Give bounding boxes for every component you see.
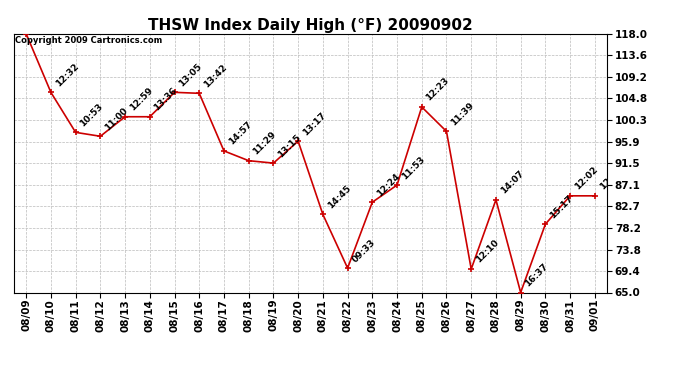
Text: 14:45: 14:45 (326, 183, 353, 210)
Text: 13:52: 13:52 (29, 3, 56, 30)
Text: 09:33: 09:33 (351, 237, 377, 264)
Text: 10:53: 10:53 (79, 102, 105, 128)
Text: 11:29: 11:29 (251, 130, 278, 156)
Text: 12:10: 12:10 (474, 238, 500, 265)
Text: 11:53: 11:53 (400, 154, 426, 181)
Text: 13:36: 13:36 (152, 86, 179, 112)
Text: 12:59: 12:59 (128, 86, 155, 112)
Text: 15:17: 15:17 (548, 193, 575, 220)
Text: 14:07: 14:07 (499, 169, 525, 196)
Text: 11:39: 11:39 (449, 100, 476, 127)
Text: 12:32: 12:32 (54, 62, 80, 88)
Text: 12:02: 12:02 (573, 165, 600, 192)
Text: 12:24: 12:24 (375, 171, 402, 198)
Text: 13:15: 13:15 (276, 132, 303, 159)
Title: THSW Index Daily High (°F) 20090902: THSW Index Daily High (°F) 20090902 (148, 18, 473, 33)
Text: 13:05: 13:05 (177, 62, 204, 88)
Text: 14:57: 14:57 (227, 120, 253, 147)
Text: 13:42: 13:42 (202, 63, 228, 89)
Text: Copyright 2009 Cartronics.com: Copyright 2009 Cartronics.com (15, 36, 162, 45)
Text: 16:37: 16:37 (524, 262, 550, 288)
Text: 11:00: 11:00 (103, 106, 130, 132)
Text: 13:17: 13:17 (301, 110, 328, 137)
Text: 12:19: 12:19 (598, 165, 624, 192)
Text: 12:23: 12:23 (424, 76, 451, 103)
